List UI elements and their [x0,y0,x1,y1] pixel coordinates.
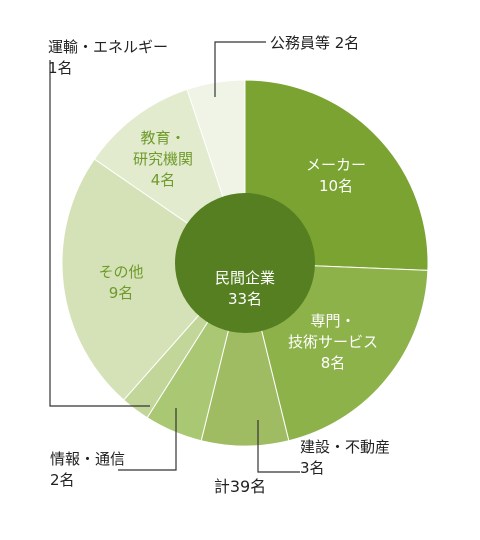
slice-label-kyoiku-line2: 研究機関 [133,150,193,168]
slice-label-sonota-name: その他 [98,263,143,281]
total-label: 計39名 [214,477,266,496]
slice-label-senmon-count: 8名 [321,354,346,372]
slice-label-sonota-count: 9名 [109,284,134,302]
slice-label-kensetsu-name: 建設・不動産 [300,438,390,456]
center-value: 33名 [228,290,262,308]
leader-line-koumuin [214,41,266,97]
slice-label-senmon-line2: 技術サービス [288,333,378,351]
slice-label-kensetsu-count: 3名 [300,459,325,477]
leader-line-unyu [49,60,150,407]
pie-slice-5 [61,158,246,401]
slice-label-kyoiku-count: 4名 [151,171,176,189]
slice-label-senmon-line1: 専門・ [310,312,355,330]
slice-label-koumuin: 公務員等 2名 [270,34,359,52]
leader-line-kensetsu [257,420,300,473]
slice-label-kyoiku-line1: 教育・ [140,129,185,147]
slice-label-maker-name: メーカー [306,156,366,174]
slice-label-joho-count: 2名 [50,471,75,489]
slice-label-maker-count: 10名 [319,177,353,195]
leader-line-joho [118,408,177,471]
slice-label-joho-name: 情報・通信 [50,450,125,468]
slice-label-unyu-count: 1名 [48,59,73,77]
center-label: 民間企業 [215,269,275,287]
slice-label-unyu-name: 運輸・エネルギー [48,38,168,56]
center-disk [175,193,315,333]
